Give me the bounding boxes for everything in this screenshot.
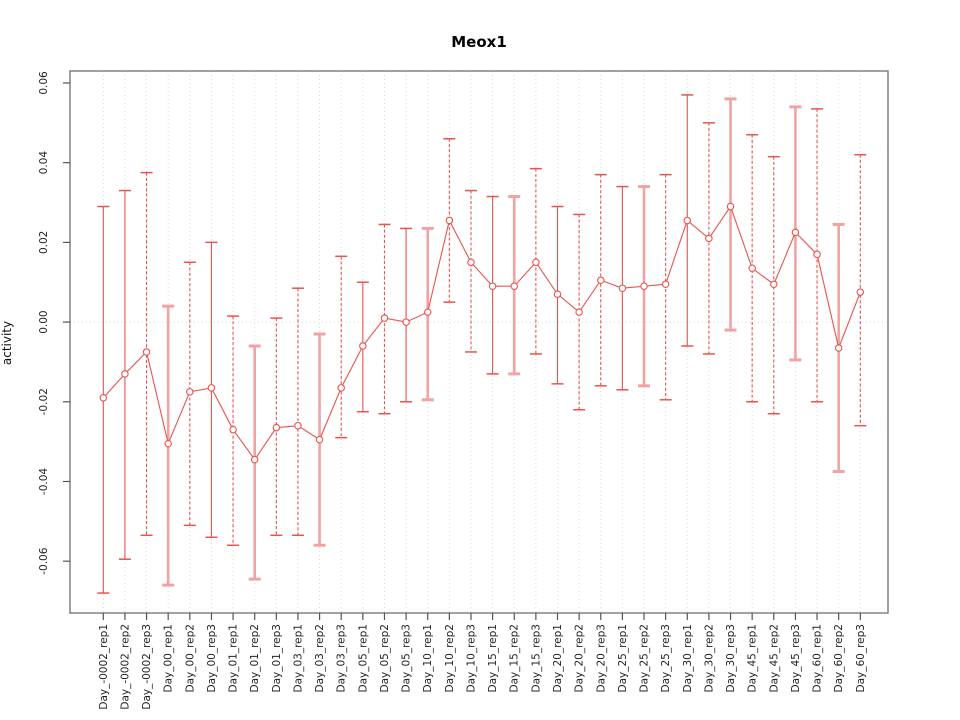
x-tick-label: Day_05_rep1	[357, 624, 369, 693]
data-point	[661, 280, 670, 288]
data-point	[315, 435, 324, 444]
data-point	[834, 344, 843, 352]
x-tick-label: Day_45_rep1	[747, 624, 759, 693]
data-point	[488, 282, 497, 290]
y-tick-label: 0.02	[38, 231, 50, 254]
y-tick-label: -0.06	[38, 547, 50, 574]
data-point	[618, 284, 627, 292]
series-line	[102, 205, 861, 461]
x-tick-label: Day_10_rep3	[465, 624, 477, 693]
data-point	[229, 425, 237, 434]
data-point	[250, 455, 259, 464]
x-tick-label: Day_25_rep3	[660, 624, 672, 693]
data-point	[121, 370, 129, 378]
data-point	[510, 282, 518, 290]
x-tick-label: Day_15_rep1	[487, 624, 499, 693]
data-point	[380, 314, 389, 322]
data-point	[532, 258, 540, 267]
y-tick-label: 0.04	[38, 151, 50, 175]
data-point	[597, 276, 605, 284]
x-tick-label: Day_15_rep3	[530, 624, 542, 693]
data-point	[467, 258, 475, 267]
x-tick-label: Day_05_rep3	[401, 624, 413, 693]
x-tick-label: Day_03_rep1	[292, 624, 304, 693]
data-point	[705, 234, 713, 243]
x-tick-label: Day_20_rep2	[574, 624, 586, 693]
data-point	[207, 384, 216, 392]
x-tick-label: Day_03_rep2	[314, 624, 326, 693]
x-tick-label: Day_-0002_rep1	[98, 624, 110, 710]
data-point	[445, 216, 454, 225]
x-tick-label: Day_60_rep2	[833, 624, 845, 693]
data-point	[294, 421, 302, 430]
x-tick-label: Day_05_rep2	[379, 624, 391, 693]
x-tick-label: Day_30_rep2	[703, 624, 715, 693]
x-tick-label: Day_10_rep1	[422, 624, 434, 693]
x-tick-label: Day_60_rep1	[812, 624, 824, 693]
x-tick-label: Day_01_rep2	[249, 624, 261, 693]
x-tick-label: Day_25_rep1	[617, 624, 629, 693]
data-point	[770, 280, 778, 288]
data-point	[856, 288, 865, 296]
y-tick-label: -0.02	[38, 388, 50, 415]
data-point	[402, 318, 410, 326]
x-tick-label: Day_01_rep1	[228, 624, 240, 693]
y-tick-label: 0.06	[38, 71, 50, 95]
data-point	[575, 308, 583, 316]
y-axis-label: activity	[0, 320, 14, 366]
x-tick-label: Day_30_rep3	[725, 624, 737, 693]
x-tick-label: Day_-0002_rep2	[119, 624, 131, 710]
chart-title: Meox1	[451, 33, 507, 51]
data-point	[337, 384, 345, 392]
x-tick-label: Day_00_rep2	[184, 624, 196, 693]
data-point	[683, 216, 692, 225]
data-point	[553, 290, 562, 298]
x-tick-label: Day_15_rep2	[509, 624, 521, 693]
x-tick-label: Day_01_rep3	[271, 624, 283, 693]
data-point	[423, 308, 432, 316]
x-tick-label: Day_-0002_rep3	[141, 624, 153, 710]
x-tick-label: Day_30_rep1	[682, 624, 694, 693]
plot-box	[69, 70, 889, 614]
data-point	[142, 348, 151, 356]
x-tick-label: Day_20_rep1	[552, 624, 564, 693]
x-tick-label: Day_25_rep2	[639, 624, 651, 693]
data-point	[186, 388, 194, 396]
x-tick-label: Day_60_rep3	[855, 624, 867, 693]
data-point	[813, 250, 821, 259]
y-tick-label: -0.04	[38, 468, 50, 495]
data-point	[726, 202, 735, 211]
data-point	[272, 423, 281, 432]
data-point	[99, 394, 108, 402]
data-point	[748, 264, 756, 273]
data-point	[359, 342, 367, 350]
data-point	[791, 228, 800, 237]
x-tick-label: Day_45_rep3	[790, 624, 802, 693]
data-point	[640, 282, 648, 290]
data-point	[164, 439, 172, 448]
y-tick-label: 0.00	[38, 310, 50, 333]
x-tick-label: Day_03_rep3	[336, 624, 348, 693]
x-tick-label: Day_45_rep2	[768, 624, 780, 693]
x-tick-label: Day_20_rep3	[595, 624, 607, 693]
x-tick-label: Day_00_rep1	[163, 624, 175, 693]
x-tick-label: Day_10_rep2	[444, 624, 456, 693]
x-tick-label: Day_00_rep3	[206, 624, 218, 693]
